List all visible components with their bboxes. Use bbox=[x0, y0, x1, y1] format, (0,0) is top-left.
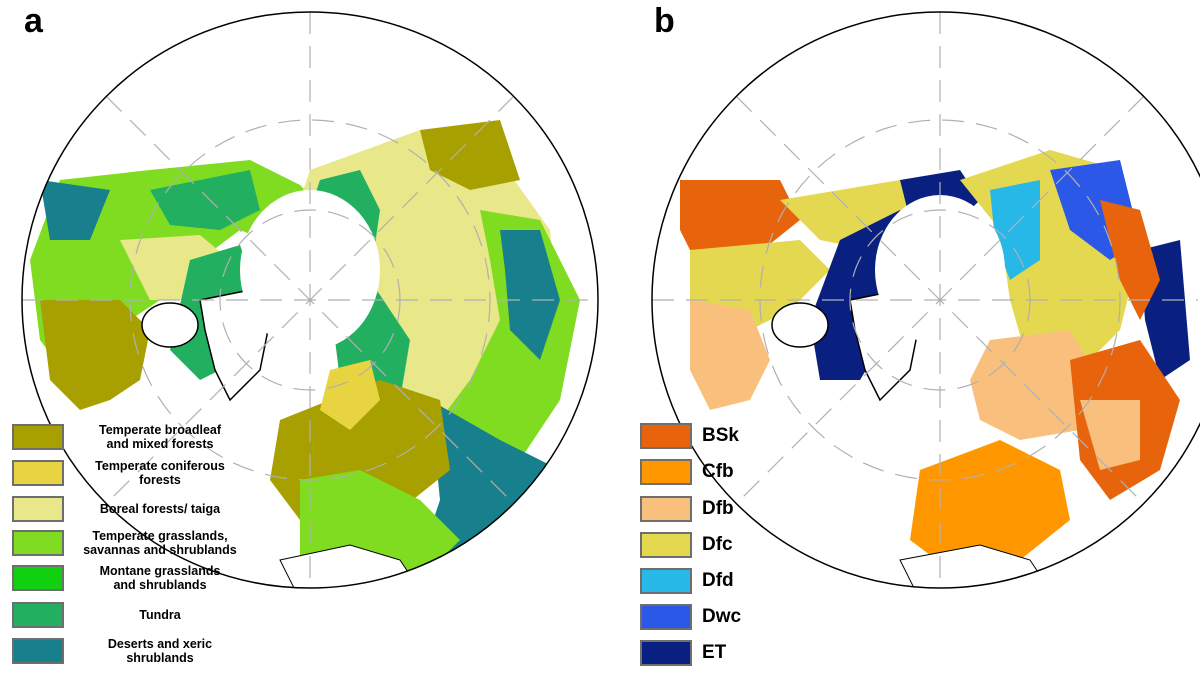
legend-label: Tundra bbox=[72, 608, 248, 622]
legend-label-line2: and mixed forests bbox=[106, 437, 214, 451]
legend-code: BSk bbox=[702, 425, 739, 446]
climate-legend: BSk Cfb Dfb Dfc Dfd Dwc ET bbox=[640, 423, 742, 666]
legend-label-line2: shrublands bbox=[126, 651, 194, 665]
legend-swatch bbox=[12, 565, 64, 591]
legend-code: ET bbox=[702, 642, 727, 663]
legend-swatch bbox=[640, 423, 692, 449]
legend-label-line2: savannas and shrublands bbox=[83, 543, 237, 557]
legend-swatch bbox=[12, 424, 64, 450]
legend-code: Dfc bbox=[702, 534, 733, 555]
legend-swatch bbox=[640, 604, 692, 630]
legend-code: Dfb bbox=[702, 498, 734, 519]
legend-label-line1: Temperate broadleaf bbox=[98, 423, 222, 437]
legend-label-line1: Montane grasslands bbox=[99, 564, 221, 578]
biome-map bbox=[21, 11, 599, 589]
legend-code: Dwc bbox=[702, 606, 742, 627]
legend-label-line1: Deserts and xeric bbox=[107, 637, 213, 651]
legend-swatch bbox=[12, 460, 64, 486]
legend-label-line1: Tundra bbox=[139, 608, 181, 622]
legend-swatch bbox=[640, 532, 692, 558]
panel-label-b: b bbox=[654, 2, 675, 40]
legend-swatch bbox=[12, 602, 64, 628]
legend-label: Montane grasslands and shrublands bbox=[72, 564, 248, 592]
legend-label: Temperate broadleaf and mixed forests bbox=[72, 423, 248, 451]
legend-swatch bbox=[640, 459, 692, 485]
climate-map bbox=[651, 11, 1200, 589]
legend-label: Deserts and xeric shrublands bbox=[72, 637, 248, 665]
legend-label: Temperate coniferous forests bbox=[72, 459, 248, 487]
legend-label-line2: forests bbox=[139, 473, 181, 487]
legend-label-line1: Boreal forests/ taiga bbox=[99, 502, 221, 516]
legend-swatch bbox=[12, 496, 64, 522]
legend-swatch bbox=[640, 496, 692, 522]
legend-label-line1: Temperate coniferous bbox=[95, 459, 225, 473]
legend-swatch bbox=[640, 568, 692, 594]
legend-swatch bbox=[12, 530, 64, 556]
legend-swatch bbox=[640, 640, 692, 666]
biome-legend: Temperate broadleaf and mixed forests Temp… bbox=[0, 0, 300, 675]
legend-label-line2: and shrublands bbox=[113, 578, 207, 592]
legend-swatch bbox=[12, 638, 64, 664]
legend-label: Temperate grasslands, savannas and shrubl… bbox=[72, 529, 248, 557]
legend-code: Cfb bbox=[702, 461, 734, 482]
legend-code: Dfd bbox=[702, 570, 734, 591]
panel-label-a: a bbox=[24, 2, 43, 40]
legend-label-line1: Temperate grasslands, bbox=[92, 529, 228, 543]
legend-label: Boreal forests/ taiga bbox=[72, 502, 248, 516]
